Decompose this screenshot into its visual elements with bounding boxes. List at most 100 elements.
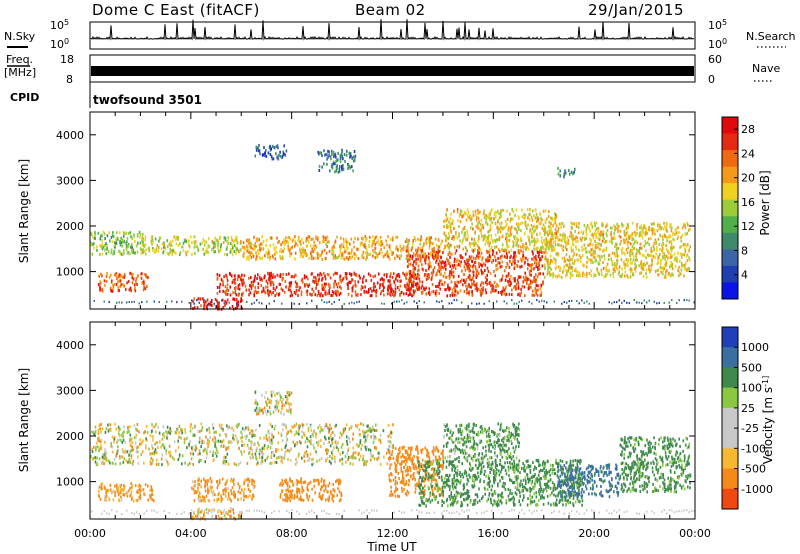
echo-cell bbox=[457, 219, 459, 223]
echo-cell bbox=[601, 255, 603, 259]
echo-cell bbox=[323, 162, 325, 166]
echo-cell bbox=[344, 427, 346, 431]
echo-cell bbox=[206, 428, 208, 432]
echo-cell bbox=[194, 244, 197, 248]
echo-cell bbox=[680, 236, 682, 240]
echo-cell bbox=[629, 248, 632, 252]
echo-cell bbox=[512, 245, 514, 249]
echo-cell bbox=[412, 293, 415, 297]
echo-cell bbox=[492, 287, 495, 291]
echo-cell bbox=[520, 257, 522, 261]
echo-cell bbox=[90, 241, 92, 245]
echo-cell bbox=[421, 267, 424, 271]
echo-cell bbox=[518, 251, 521, 255]
echo-cell bbox=[566, 263, 569, 267]
near-range-cell bbox=[653, 300, 655, 303]
echo-cell bbox=[382, 278, 384, 282]
echo-cell bbox=[257, 249, 259, 252]
echo-cell bbox=[286, 448, 289, 452]
echo-cell bbox=[173, 440, 176, 444]
echo-cell bbox=[99, 237, 102, 241]
echo-cell bbox=[412, 260, 415, 264]
echo-cell bbox=[142, 285, 145, 289]
echo-cell bbox=[619, 274, 621, 278]
echo-cell bbox=[94, 233, 96, 237]
echo-cell bbox=[135, 281, 137, 285]
freq-panel: Freq. [MHz] 18 8 60 0 Nave bbox=[4, 53, 780, 86]
echo-cell bbox=[550, 217, 553, 221]
echo-cell bbox=[543, 233, 546, 237]
echo-cell bbox=[105, 451, 108, 455]
echo-cell bbox=[361, 241, 363, 245]
echo-cell bbox=[584, 238, 586, 241]
echo-cell bbox=[266, 288, 269, 292]
echo-cell bbox=[264, 458, 267, 462]
echo-cell bbox=[472, 263, 475, 267]
echo-cell bbox=[110, 273, 112, 277]
echo-cell bbox=[432, 242, 434, 246]
echo-cell bbox=[473, 237, 476, 241]
echo-cell bbox=[562, 236, 564, 239]
echo-cell bbox=[407, 293, 410, 297]
echo-cell bbox=[95, 445, 97, 449]
echo-cell bbox=[275, 285, 278, 289]
echo-cell bbox=[486, 223, 489, 227]
echo-cell bbox=[99, 234, 102, 238]
echo-cell bbox=[348, 164, 351, 168]
echo-cell bbox=[446, 243, 449, 247]
echo-cell bbox=[658, 243, 661, 247]
echo-cell bbox=[323, 282, 326, 286]
echo-cell bbox=[606, 272, 609, 276]
echo-cell bbox=[255, 456, 257, 460]
echo-cell bbox=[663, 233, 666, 237]
echo-cell bbox=[689, 258, 691, 262]
echo-cell bbox=[340, 286, 342, 290]
echo-cell bbox=[135, 427, 137, 431]
echo-cell bbox=[107, 429, 110, 433]
echo-cell bbox=[474, 240, 476, 244]
echo-cell bbox=[624, 270, 627, 274]
near-range-cell bbox=[418, 300, 420, 303]
echo-cell bbox=[294, 257, 296, 261]
echo-cell bbox=[284, 445, 287, 449]
echo-cell bbox=[160, 445, 162, 449]
echo-cell bbox=[337, 441, 339, 445]
echo-cell bbox=[664, 225, 666, 229]
echo-cell bbox=[379, 240, 382, 244]
echo-cell bbox=[265, 279, 268, 283]
echo-cell bbox=[312, 250, 314, 254]
echo-cell bbox=[295, 284, 297, 288]
echo-cell bbox=[480, 251, 483, 255]
beam-title: Beam 02 bbox=[355, 1, 426, 19]
echo-cell bbox=[681, 263, 683, 267]
near-range-cell bbox=[566, 301, 568, 304]
echo-cell bbox=[539, 248, 542, 252]
echo-cell bbox=[270, 283, 272, 287]
echo-cell bbox=[151, 446, 154, 450]
echo-cell bbox=[224, 303, 226, 307]
echo-cell bbox=[118, 231, 121, 235]
echo-cell bbox=[248, 284, 251, 288]
echo-cell bbox=[131, 236, 134, 240]
echo-cell bbox=[240, 436, 242, 440]
echo-cell bbox=[345, 153, 348, 157]
nave-label: Nave bbox=[752, 62, 780, 75]
echo-cell bbox=[275, 250, 278, 254]
echo-cell bbox=[122, 431, 124, 435]
echo-cell bbox=[189, 461, 191, 465]
echo-cell bbox=[337, 290, 339, 294]
echo-cell bbox=[240, 278, 242, 282]
near-range-cell bbox=[116, 301, 118, 304]
echo-cell bbox=[488, 229, 491, 233]
echo-cell bbox=[650, 254, 653, 258]
echo-cell bbox=[490, 247, 492, 251]
near-range-cell bbox=[108, 301, 110, 304]
echo-cell bbox=[570, 234, 573, 238]
echo-cell bbox=[173, 250, 176, 254]
echo-cell bbox=[290, 282, 292, 285]
echo-cell bbox=[341, 254, 343, 258]
echo-cell bbox=[651, 258, 653, 262]
echo-cell bbox=[437, 256, 439, 260]
echo-cell bbox=[552, 237, 554, 241]
echo-cell bbox=[456, 245, 458, 248]
